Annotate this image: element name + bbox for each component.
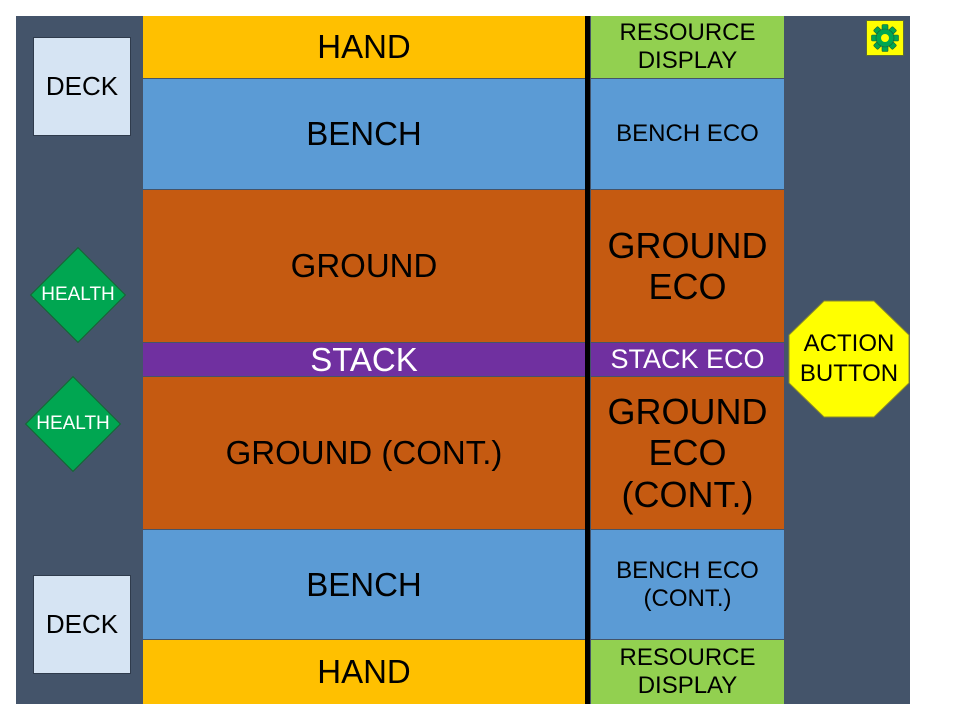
- hand-zone-top[interactable]: HAND: [143, 16, 585, 78]
- ground-eco-top-label: GROUND ECO: [607, 224, 768, 307]
- ground-zone-bottom[interactable]: GROUND (CONT.): [143, 377, 585, 529]
- gear-icon: [871, 24, 899, 52]
- stack-eco-label: STACK ECO: [610, 343, 765, 374]
- bench-eco-bottom[interactable]: BENCH ECO (CONT.): [591, 530, 784, 639]
- health-top-label: HEALTH: [41, 284, 115, 305]
- bench-zone-top-label: BENCH: [306, 115, 422, 153]
- ground-zone-top[interactable]: GROUND: [143, 190, 585, 342]
- ground-eco-top[interactable]: GROUND ECO: [591, 190, 784, 342]
- hand-zone-bottom-label: HAND: [317, 653, 411, 691]
- deck-top-label: DECK: [45, 71, 119, 101]
- ground-eco-bottom[interactable]: GROUND ECO (CONT.): [591, 377, 784, 529]
- resource-display-top-label: RESOURCE DISPLAY: [619, 19, 756, 74]
- bench-zone-bottom-label: BENCH: [306, 565, 422, 603]
- deck-bottom[interactable]: DECK: [33, 575, 131, 674]
- bench-eco-top[interactable]: BENCH ECO: [591, 79, 784, 189]
- stack-eco[interactable]: STACK ECO: [591, 343, 784, 376]
- stack-zone-label: STACK: [310, 340, 418, 378]
- health-bottom: HEALTH: [24, 375, 122, 473]
- hand-zone-top-label: HAND: [317, 28, 411, 66]
- deck-top[interactable]: DECK: [33, 37, 131, 136]
- hand-zone-bottom[interactable]: HAND: [143, 640, 585, 704]
- resource-display-bottom[interactable]: RESOURCE DISPLAY: [591, 640, 784, 704]
- bench-eco-bottom-label: BENCH ECO (CONT.): [616, 556, 759, 612]
- stack-zone[interactable]: STACK: [143, 340, 585, 378]
- bench-zone-bottom[interactable]: BENCH: [143, 530, 585, 639]
- resource-display-top[interactable]: RESOURCE DISPLAY: [591, 16, 784, 78]
- bench-zone-top[interactable]: BENCH: [143, 79, 585, 189]
- board-divider: [585, 16, 590, 704]
- ground-zone-top-label: GROUND: [290, 247, 438, 285]
- action-button-label: ACTION BUTTON: [799, 330, 899, 387]
- octagon-shape: [788, 300, 910, 418]
- action-button[interactable]: ACTION BUTTON: [788, 300, 910, 418]
- bench-eco-top-label: BENCH ECO: [616, 120, 759, 148]
- health-bottom-label: HEALTH: [36, 413, 110, 434]
- settings-button[interactable]: [866, 20, 904, 56]
- ground-zone-bottom-label: GROUND (CONT.): [225, 434, 503, 472]
- ground-eco-bottom-label: GROUND ECO (CONT.): [607, 390, 768, 515]
- resource-display-bottom-label: RESOURCE DISPLAY: [619, 644, 756, 699]
- health-top: HEALTH: [29, 246, 127, 344]
- deck-bottom-label: DECK: [45, 609, 119, 639]
